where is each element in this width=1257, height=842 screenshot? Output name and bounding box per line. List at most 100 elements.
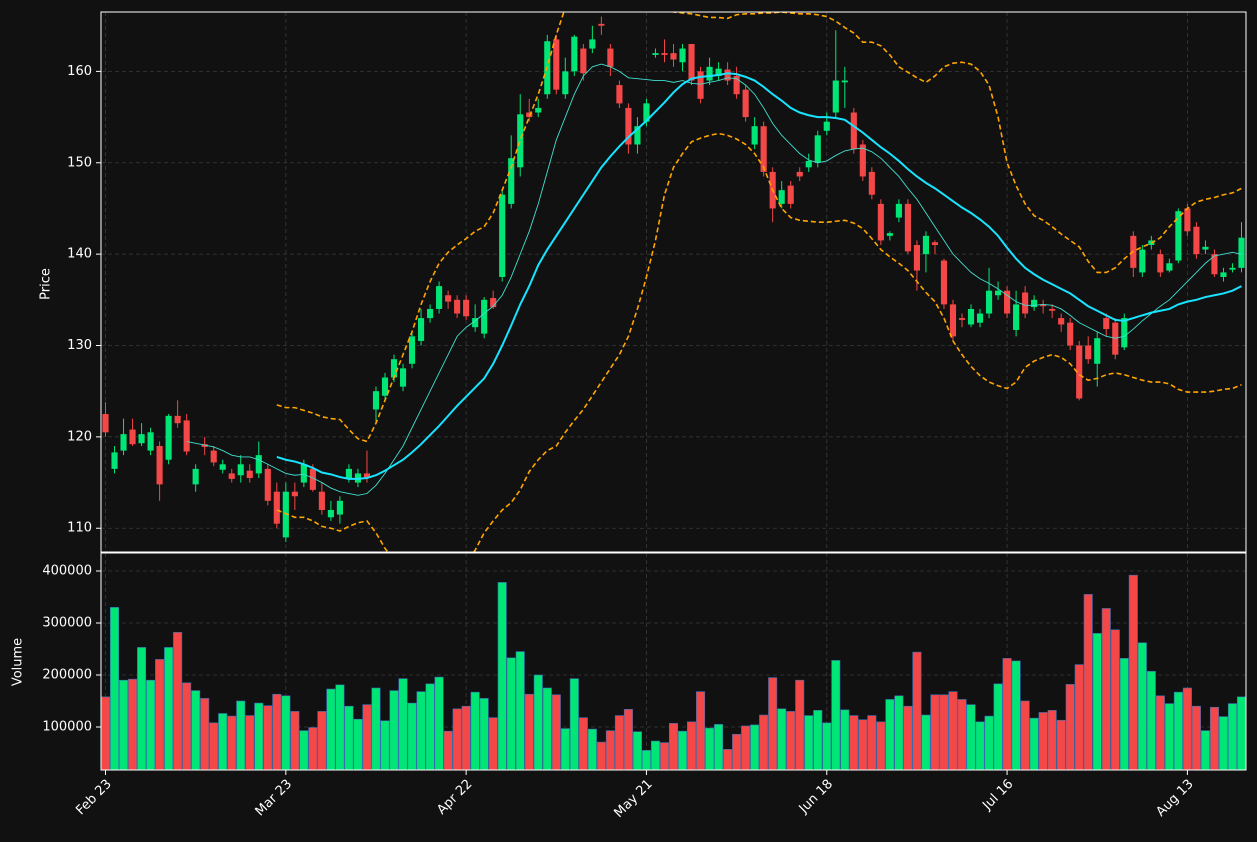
candle-body (850, 112, 857, 150)
volume-bar (569, 678, 579, 770)
volume-bar (966, 704, 976, 770)
panel-frame (100, 11, 1247, 553)
volume-bar (993, 683, 1003, 770)
candle-body (454, 299, 461, 314)
candle-body (814, 135, 821, 163)
volume-bar (479, 698, 489, 770)
candle-body (1211, 254, 1218, 275)
candle-body (1013, 304, 1020, 330)
candle-body (138, 434, 145, 444)
volume-bar (344, 705, 354, 770)
candle-body (571, 36, 578, 72)
candle-body (976, 313, 984, 323)
volume-bar (1227, 703, 1237, 770)
candle-body (372, 391, 380, 410)
volume-bar (623, 709, 633, 770)
volume-bar (542, 687, 552, 770)
candle-body (778, 190, 785, 204)
panel-frame (100, 552, 1247, 771)
candle-body (219, 464, 226, 470)
candle-body (264, 468, 271, 501)
indicator-line (276, 132, 1242, 552)
volume-bar (813, 710, 823, 770)
candle-body (147, 432, 154, 451)
volume-bar (533, 674, 543, 770)
volume-bar (939, 694, 949, 770)
candle-body (327, 509, 334, 518)
candle-body (1058, 318, 1065, 325)
volume-bar (101, 696, 111, 770)
candle-body (688, 43, 695, 81)
volume-bar (732, 733, 742, 770)
volume-bar (1011, 660, 1021, 770)
indicator-line (276, 72, 1242, 480)
volume-bar (308, 727, 318, 770)
volume-bar (560, 728, 570, 770)
volume-plot (101, 553, 1246, 770)
volume-bar (164, 647, 174, 770)
candle-body (904, 203, 911, 252)
volume-bar (1065, 684, 1075, 770)
volume-bar (840, 709, 850, 770)
volume-bar (876, 721, 886, 770)
volume-bar (894, 695, 904, 770)
volume-bar (912, 651, 922, 770)
volume-bar (1137, 642, 1147, 770)
candle-body (1094, 338, 1101, 364)
volume-bar (272, 693, 282, 770)
candle-body (868, 171, 875, 195)
volume-bar (1236, 696, 1246, 770)
candle-body (363, 473, 371, 478)
volume-bar (155, 659, 165, 770)
candle-body (877, 203, 884, 241)
volume-bar (632, 731, 642, 770)
candle-body (399, 368, 407, 387)
volume-bar (696, 691, 706, 770)
volume-bar (605, 730, 615, 770)
candle-body (417, 318, 425, 341)
candle-body (1067, 322, 1074, 346)
candle-body (345, 468, 352, 478)
volume-bar (1209, 706, 1219, 770)
volume-bar (984, 715, 994, 770)
volume-bar (146, 679, 156, 770)
volume-bar (1128, 574, 1138, 770)
volume-bar (1218, 716, 1228, 770)
volume-bar (587, 728, 597, 770)
candle-body (1049, 308, 1056, 311)
volume-bar (1164, 703, 1174, 770)
candle-body (949, 304, 957, 337)
volume-bar (443, 730, 453, 770)
volume-bar (119, 679, 129, 770)
candle-body (823, 121, 830, 131)
candle-body (724, 69, 731, 81)
candle-body (165, 415, 172, 460)
volume-bar (795, 679, 805, 770)
volume-bar (254, 702, 264, 770)
volume-bar (173, 632, 183, 770)
volume-bar (1119, 658, 1129, 770)
volume-bar (515, 651, 525, 770)
candle-body (1238, 237, 1245, 268)
volume-bar (578, 717, 588, 770)
volume-bar (921, 714, 931, 770)
candle-body (1103, 318, 1110, 330)
volume-bar (957, 699, 967, 770)
candle-body (643, 103, 650, 122)
volume-bar (723, 749, 733, 770)
volume-bar (804, 715, 814, 770)
volume-bar (110, 607, 120, 770)
volume-bar (353, 718, 363, 770)
candle-body (129, 429, 136, 445)
volume-bar (1074, 664, 1084, 770)
volume-bar (524, 693, 534, 770)
candle-body (742, 89, 749, 118)
candle-body (381, 377, 389, 396)
volume-bar (128, 678, 138, 770)
volume-bar (209, 722, 219, 770)
candle-body (589, 39, 596, 49)
candle-body (670, 53, 677, 60)
volume-bar (614, 715, 624, 770)
price-axis-label: Price (39, 268, 54, 300)
